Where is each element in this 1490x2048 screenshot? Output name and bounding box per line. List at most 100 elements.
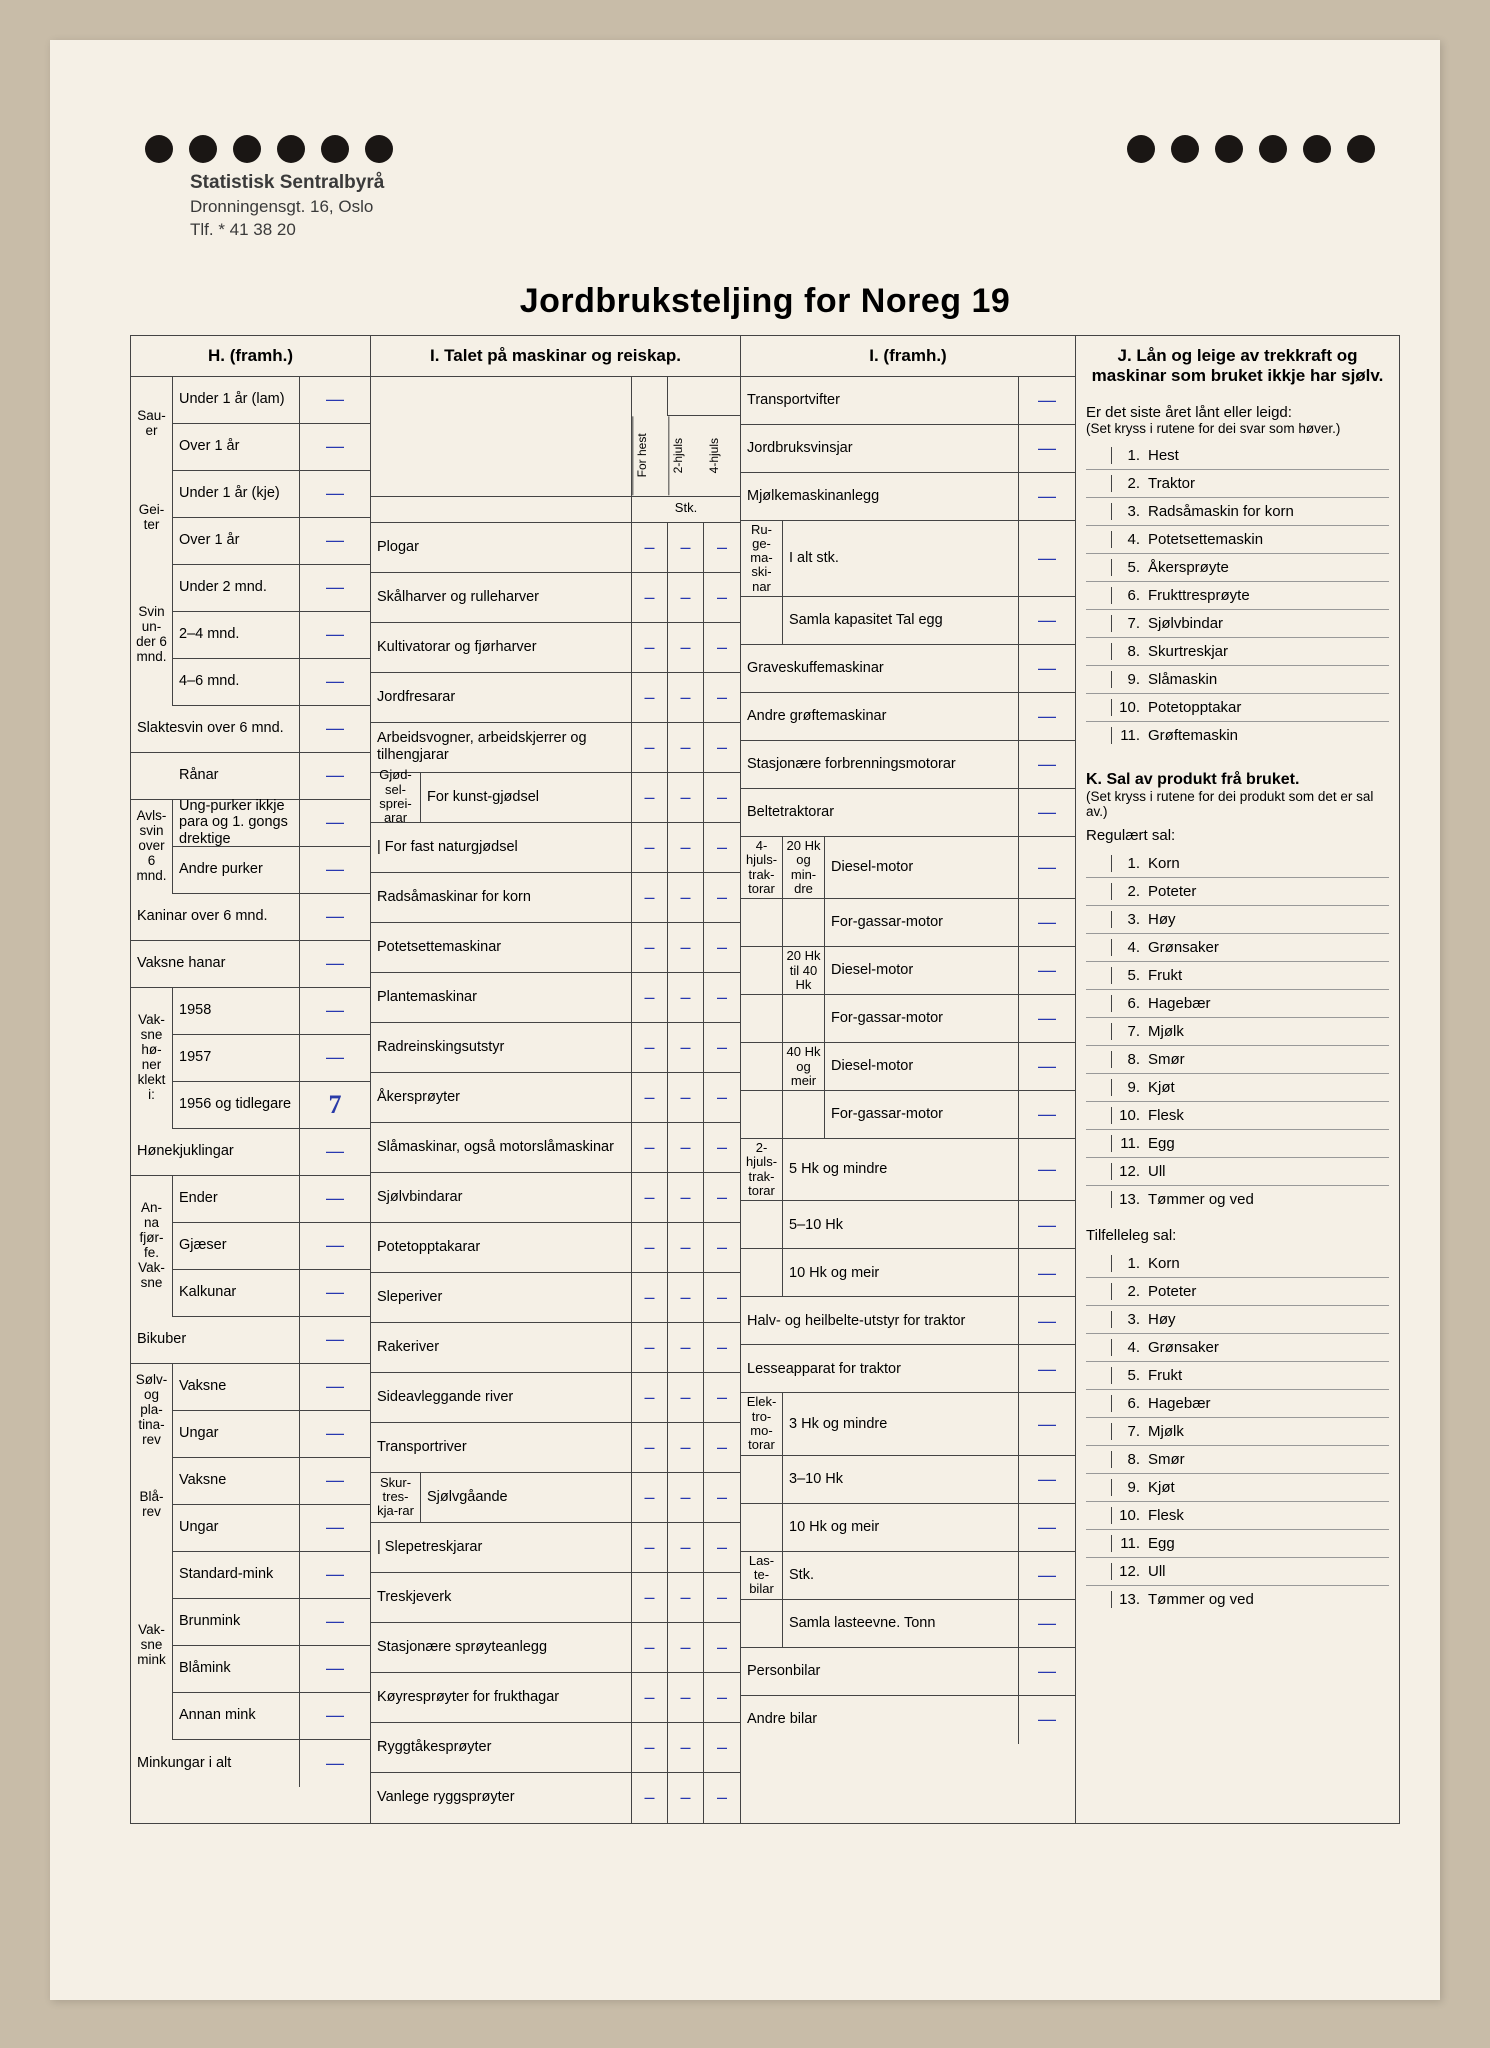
k-item: 10.Flesk [1086, 1102, 1389, 1130]
i-value-cell: – [632, 773, 668, 822]
i-value-cell: – [632, 673, 668, 722]
checkbox[interactable] [1086, 671, 1112, 688]
i2-value-cell: — [1019, 377, 1075, 424]
checkbox[interactable] [1086, 855, 1112, 872]
checkbox[interactable] [1086, 1079, 1112, 1096]
i-value-cell: – [668, 1273, 704, 1322]
i-value-cell: – [632, 1423, 668, 1472]
checkbox[interactable] [1086, 1423, 1112, 1440]
i-value-cell: – [704, 923, 740, 972]
i2-label: Stk. [783, 1552, 1019, 1599]
checkbox[interactable] [1086, 1255, 1112, 1272]
h-sub-label: Kaninar over 6 mnd. [131, 894, 300, 940]
k-item: 11.Egg [1086, 1530, 1389, 1558]
h-value-cell: — [300, 800, 370, 846]
k-item: 9.Kjøt [1086, 1474, 1389, 1502]
for-traktor-label [668, 377, 740, 417]
checkbox[interactable] [1086, 1191, 1112, 1208]
i2-group-label: Elek-tro-mo-torar [741, 1393, 783, 1454]
i-row: Treskjeverk––– [371, 1573, 740, 1623]
i2-label: 3 Hk og mindre [783, 1393, 1019, 1454]
i-value-cell: – [668, 1223, 704, 1272]
h-sub-label: Over 1 år [173, 424, 300, 470]
checkbox[interactable] [1086, 1507, 1112, 1524]
h-sub-label: 1957 [173, 1035, 300, 1081]
h-value-cell: — [300, 753, 370, 799]
checkbox[interactable] [1086, 1535, 1112, 1552]
i-value-cell: – [668, 1573, 704, 1622]
h-row: Hønekjuklingar— [131, 1129, 370, 1176]
checkbox[interactable] [1086, 699, 1112, 716]
i-row: Rakeriver––– [371, 1323, 740, 1373]
i-value-cell: – [668, 1073, 704, 1122]
checkbox[interactable] [1086, 1051, 1112, 1068]
j-item: 4.Potetsettemaskin [1086, 526, 1389, 554]
checkbox[interactable] [1086, 1339, 1112, 1356]
checkbox[interactable] [1086, 1479, 1112, 1496]
checkbox[interactable] [1086, 1023, 1112, 1040]
i-label: | For fast naturgjødsel [371, 823, 632, 872]
k-list-regular: 1.Korn 2.Poteter 3.Høy 4.Grønsaker 5.Fru… [1086, 850, 1389, 1213]
i-value-cell: – [704, 723, 740, 772]
checkbox[interactable] [1086, 995, 1112, 1012]
i-value-cell: – [632, 1173, 668, 1222]
checkbox[interactable] [1086, 1591, 1112, 1608]
h-value-cell: — [300, 1317, 370, 1363]
checkbox[interactable] [1086, 1135, 1112, 1152]
k-item: 5.Frukt [1086, 962, 1389, 990]
i-value-cell: – [632, 1273, 668, 1322]
i-label: Plogar [371, 523, 632, 572]
i2-value-cell: — [1019, 1139, 1075, 1200]
i2-value-cell: — [1019, 1043, 1075, 1090]
section-j-header: J. Lån og leige av trekkraft og maskinar… [1076, 336, 1399, 396]
i2-row: Beltetraktorar— [741, 789, 1075, 837]
i2-group-label: 2-hjuls-trak-torar [741, 1139, 783, 1200]
checkbox[interactable] [1086, 1451, 1112, 1468]
i2-label: Graveskuffemaskinar [741, 645, 1019, 692]
checkbox[interactable] [1086, 1311, 1112, 1328]
checkbox[interactable] [1086, 587, 1112, 604]
checkbox[interactable] [1086, 1283, 1112, 1300]
i-label: Køyresprøyter for frukthagar [371, 1673, 632, 1722]
checkbox[interactable] [1086, 1163, 1112, 1180]
h-group-label: Vak-sne hø-ner klekt i: [131, 988, 173, 1129]
i-value-cell: – [704, 1173, 740, 1222]
i2-row: Samla kapasitet Tal egg— [741, 597, 1075, 645]
checkbox[interactable] [1086, 1107, 1112, 1124]
i-value-cell: – [704, 1373, 740, 1422]
checkbox[interactable] [1086, 615, 1112, 632]
checkbox[interactable] [1086, 939, 1112, 956]
i2-row: 5–10 Hk— [741, 1201, 1075, 1249]
checkbox[interactable] [1086, 911, 1112, 928]
checkbox[interactable] [1086, 475, 1112, 492]
k-item: 10.Flesk [1086, 1502, 1389, 1530]
i-value-cell: – [632, 1623, 668, 1672]
checkbox[interactable] [1086, 531, 1112, 548]
i-value-cell: – [704, 1773, 740, 1823]
checkbox[interactable] [1086, 1395, 1112, 1412]
i2-label: Andre grøftemaskinar [741, 693, 1019, 740]
i2-value-cell: — [1019, 1249, 1075, 1296]
checkbox[interactable] [1086, 559, 1112, 576]
h-row: Bikuber— [131, 1317, 370, 1364]
checkbox[interactable] [1086, 503, 1112, 520]
checkbox[interactable] [1086, 643, 1112, 660]
checkbox[interactable] [1086, 727, 1112, 744]
j-subhead: Er det siste året lånt eller leigd: [1086, 404, 1389, 421]
i-value-cell: – [704, 1423, 740, 1472]
checkbox[interactable] [1086, 967, 1112, 984]
k-item: 8.Smør [1086, 1046, 1389, 1074]
h-value-cell: — [300, 1129, 370, 1175]
checkbox[interactable] [1086, 1563, 1112, 1580]
checkbox[interactable] [1086, 883, 1112, 900]
i2-row: Samla lasteevne. Tonn— [741, 1600, 1075, 1648]
i-value-cell: – [704, 1623, 740, 1672]
h-row: An-na fjør-fe. Vak-sneEnder— [131, 1176, 370, 1223]
i-value-cell: – [632, 823, 668, 872]
h-group-label: An-na fjør-fe. Vak-sne [131, 1176, 173, 1317]
checkbox[interactable] [1086, 1367, 1112, 1384]
j-item: 1.Hest [1086, 442, 1389, 470]
checkbox[interactable] [1086, 447, 1112, 464]
i-row: Jordfresarar––– [371, 673, 740, 723]
h-sub-label: Ender [173, 1176, 300, 1222]
